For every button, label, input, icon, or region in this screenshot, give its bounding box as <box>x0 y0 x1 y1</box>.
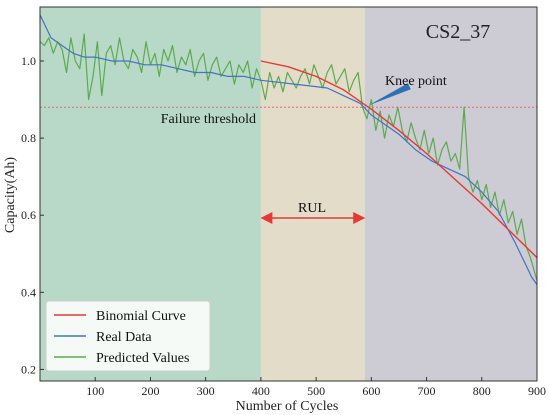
x-tick-label-100: 100 <box>86 384 104 398</box>
knee-point-arrow <box>368 83 411 106</box>
legend-label-predicted-values: Predicted Values <box>96 351 189 366</box>
chart-title: CS2_37 <box>426 21 490 43</box>
legend-label-real-data: Real Data <box>96 330 152 345</box>
annotation-layer <box>260 83 411 224</box>
y-axis-label: Capacity(Ah) <box>3 157 18 234</box>
y-tick-label-4: 1.0 <box>21 54 36 68</box>
x-tick-label-400: 400 <box>252 384 270 398</box>
axes-layer: 100 200 300 400 500 600 700 800 900 0.2 0.4 0.6 0.8 1… <box>21 6 546 398</box>
rul-label: RUL <box>298 201 326 216</box>
series-line-real-data <box>39 14 538 285</box>
region-2 <box>260 7 365 381</box>
legend: Binomial Curve Real Data Predicted Values <box>45 300 211 372</box>
legend-label-binomial-curve: Binomial Curve <box>96 309 186 324</box>
series-line-binomial-curve <box>260 60 538 259</box>
legend-box <box>45 300 211 372</box>
y-tick-label-1: 0.4 <box>21 285 36 299</box>
x-tick-label-700: 700 <box>418 384 436 398</box>
x-tick-label-500: 500 <box>307 384 325 398</box>
x-tick-label-600: 600 <box>362 384 380 398</box>
series-layer <box>39 14 538 285</box>
x-tick-label-300: 300 <box>197 384 215 398</box>
knee-point-label: Knee point <box>385 74 447 89</box>
y-tick-label-2: 0.6 <box>21 208 36 222</box>
y-tick-label-3: 0.8 <box>21 131 36 145</box>
plot-frame <box>39 6 538 382</box>
x-tick-label-800: 800 <box>473 384 491 398</box>
y-tick-label-0: 0.2 <box>21 362 36 376</box>
series-line-predicted-values <box>39 33 538 281</box>
x-tick-label-200: 200 <box>141 384 159 398</box>
region-3 <box>364 7 537 381</box>
x-axis-label: Number of Cycles <box>236 399 339 414</box>
failure-threshold-label: Failure threshold <box>161 112 256 127</box>
x-tick-label-900: 900 <box>528 384 546 398</box>
